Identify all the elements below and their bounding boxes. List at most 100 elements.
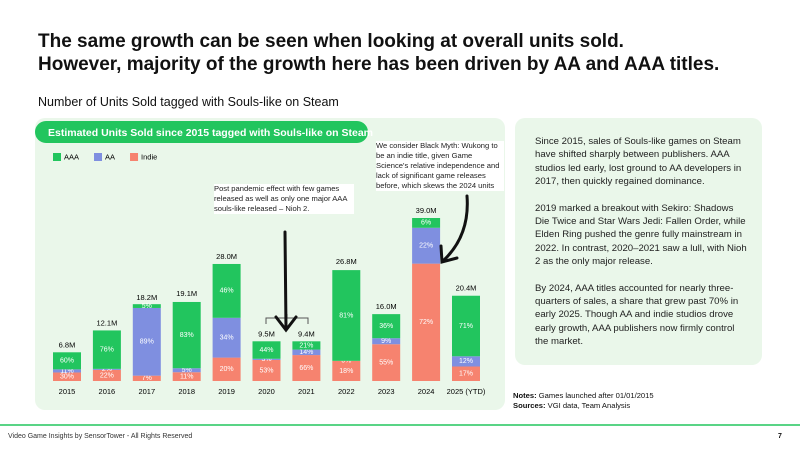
segment-label: 6% bbox=[421, 220, 431, 227]
bar-segment bbox=[132, 304, 161, 308]
annotation: Post pandemic effect with few games rele… bbox=[214, 184, 354, 214]
segment-label: 53% bbox=[259, 367, 273, 374]
chart-header bbox=[35, 121, 368, 143]
source-text: VGI data, Team Analysis bbox=[547, 401, 631, 410]
bar-segment bbox=[212, 263, 241, 318]
bar-segment bbox=[252, 358, 281, 360]
bar-segment bbox=[372, 344, 401, 381]
arrows bbox=[274, 194, 469, 333]
segment-label: 7% bbox=[142, 375, 152, 382]
total-label: 16.0M bbox=[376, 302, 397, 311]
arrow bbox=[442, 194, 469, 262]
total-label: 19.1M bbox=[176, 289, 197, 298]
segment-label: 83% bbox=[180, 332, 194, 339]
bar-segment bbox=[292, 349, 321, 356]
legend-label: AAA bbox=[64, 152, 79, 161]
bar-segment bbox=[332, 360, 361, 381]
total-label: 6.8M bbox=[59, 341, 76, 350]
x-tick-label: 2019 bbox=[218, 387, 235, 396]
title-line: However, majority of the growth here has… bbox=[38, 54, 720, 75]
total-label: 26.8M bbox=[336, 257, 357, 266]
annotation: We consider Black Myth: Wukong to be an … bbox=[376, 141, 504, 191]
bar-segment bbox=[92, 330, 121, 369]
segment-label: 5% bbox=[142, 303, 152, 310]
segment-label: 89% bbox=[140, 339, 154, 346]
title-line: The same growth can be seen when looking… bbox=[38, 31, 624, 52]
bar-segment bbox=[412, 263, 441, 381]
bar-segment bbox=[452, 295, 480, 357]
note-text: Games launched after 01/01/2015 bbox=[538, 391, 654, 400]
x-tick-label: 2015 bbox=[59, 387, 76, 396]
segment-label: 36% bbox=[379, 323, 393, 330]
bar-segment bbox=[132, 375, 161, 381]
title: The same growth can be seen when looking… bbox=[38, 30, 719, 76]
total-label: 18.2M bbox=[136, 293, 157, 302]
bar-segment bbox=[332, 270, 361, 361]
segment-label: 72% bbox=[419, 319, 433, 326]
segment-label: 81% bbox=[339, 312, 353, 319]
segment-label: 11% bbox=[180, 373, 194, 380]
bar-segment bbox=[292, 341, 321, 350]
segment-label: 60% bbox=[60, 358, 74, 365]
legend-label: AA bbox=[105, 152, 115, 161]
legend-swatch bbox=[130, 153, 139, 161]
bar-segment bbox=[212, 357, 241, 381]
bar-segment bbox=[172, 301, 201, 369]
legend-swatch bbox=[94, 153, 103, 161]
segment-label: 11% bbox=[60, 368, 74, 375]
segment-label: 44% bbox=[259, 347, 273, 354]
x-tick-label: 2018 bbox=[178, 387, 195, 396]
total-label: 9.4M bbox=[298, 330, 315, 339]
x-tick-label: 2016 bbox=[99, 387, 116, 396]
bar-segment bbox=[53, 372, 81, 381]
segment-label: 5% bbox=[182, 367, 192, 374]
source-label: Sources: bbox=[513, 401, 546, 410]
chart-title: Estimated Units Sold since 2015 tagged w… bbox=[48, 127, 373, 139]
segment-label: 66% bbox=[299, 365, 313, 372]
paragraph: 2019 marked a breakout with Sekiro: Shad… bbox=[535, 202, 747, 268]
bar-segment bbox=[132, 307, 161, 376]
total-label: 39.0M bbox=[416, 206, 437, 215]
segment-label: 9% bbox=[381, 338, 391, 345]
bar-segment bbox=[452, 356, 480, 367]
page-number: 7 bbox=[778, 433, 782, 440]
segment-label: 22% bbox=[100, 372, 114, 379]
bar-segment bbox=[172, 372, 201, 381]
paragraph: By 2024, AAA titles accounted for nearly… bbox=[535, 282, 739, 348]
note: Notes: Games launched after 01/01/2015 bbox=[513, 391, 654, 401]
total-label: 9.5M bbox=[258, 329, 275, 338]
x-tick-label: 2021 bbox=[298, 387, 315, 396]
commentary: Since 2015, sales of Souls-like games on… bbox=[535, 135, 750, 362]
segment-label: 12% bbox=[459, 358, 473, 365]
bar-segment bbox=[252, 359, 281, 381]
bar-segment bbox=[92, 369, 121, 381]
total-label: 12.1M bbox=[96, 318, 117, 327]
total-label: 28.0M bbox=[216, 252, 237, 261]
arrow-head bbox=[439, 244, 459, 264]
x-tick-label: 2024 bbox=[418, 387, 435, 396]
arrow-head bbox=[274, 315, 298, 333]
legend-label: Indie bbox=[141, 152, 157, 161]
total-label: 20.4M bbox=[456, 284, 477, 293]
segment-label: 14% bbox=[299, 349, 313, 356]
legend-swatch bbox=[53, 153, 61, 161]
bar-segment bbox=[212, 317, 241, 358]
bar-segment bbox=[412, 218, 441, 228]
bar-segment bbox=[412, 227, 441, 264]
paragraph: Since 2015, sales of Souls-like games on… bbox=[535, 136, 742, 188]
bar-segment bbox=[292, 355, 321, 381]
footer: Video Game Insights by SensorTower - All… bbox=[8, 433, 193, 440]
bar-segment bbox=[252, 341, 281, 359]
bar-segment bbox=[92, 368, 121, 370]
note-label: Notes: bbox=[513, 391, 537, 400]
segment-label: 17% bbox=[459, 371, 473, 378]
bar-segment bbox=[372, 314, 401, 339]
x-tick-label: 2023 bbox=[378, 387, 395, 396]
segment-label: 30% bbox=[60, 374, 74, 381]
bar-segment bbox=[452, 366, 480, 381]
segment-label: 0% bbox=[341, 358, 351, 365]
segment-label: 34% bbox=[220, 335, 234, 342]
x-tick-label: 2022 bbox=[338, 387, 355, 396]
x-tick-label: 2025 (YTD) bbox=[447, 387, 486, 396]
